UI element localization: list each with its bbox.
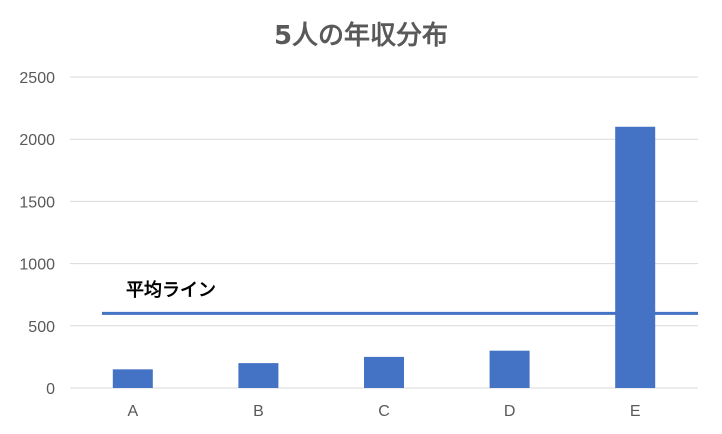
bars xyxy=(112,126,656,388)
y-axis-tick-label: 2000 xyxy=(19,132,55,149)
gridlines xyxy=(70,76,698,389)
y-axis-tick-label: 1500 xyxy=(19,194,55,211)
x-axis-tick-label: A xyxy=(127,403,138,420)
y-axis-tick-label: 1000 xyxy=(19,257,55,274)
y-axis-tick-label: 2500 xyxy=(19,70,55,87)
bar-e xyxy=(615,126,656,388)
bar-c xyxy=(364,356,404,388)
bar-a xyxy=(112,369,153,388)
bar-b xyxy=(238,363,279,388)
y-axis-tick-label: 0 xyxy=(46,381,55,398)
x-axis-tick-label: B xyxy=(253,403,264,420)
y-axis-tick-label: 500 xyxy=(28,319,55,336)
y-axis-tick-labels: 0 500 1000 1500 2000 2500 xyxy=(19,70,55,398)
x-axis-tick-label: C xyxy=(378,403,390,420)
x-axis-tick-label: D xyxy=(504,403,516,420)
average-line-label: 平均ライン xyxy=(126,279,216,301)
chart-title: 5人の年収分布 xyxy=(274,20,448,51)
x-axis-tick-label: E xyxy=(630,403,641,420)
x-axis-tick-labels: A B C D E xyxy=(127,403,640,420)
bar-d xyxy=(489,350,530,388)
